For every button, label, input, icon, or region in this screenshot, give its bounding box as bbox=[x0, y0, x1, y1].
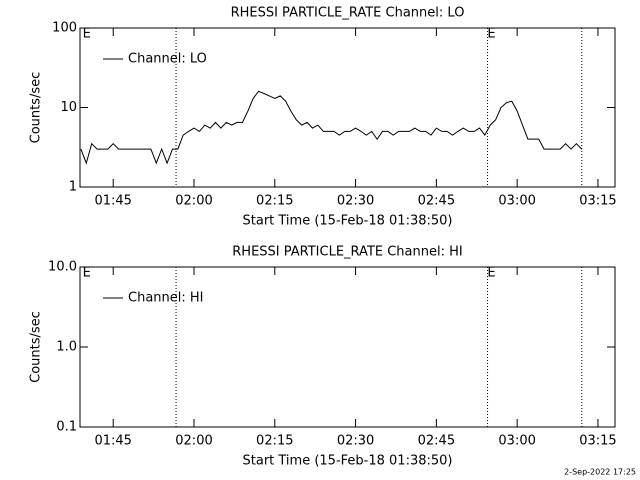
annotation: E bbox=[487, 266, 495, 281]
x-tick-label: 02:15 bbox=[256, 434, 293, 449]
x-tick-label: 03:00 bbox=[498, 434, 535, 449]
x-tick-label: 02:00 bbox=[175, 434, 212, 449]
x-tick-label: 02:45 bbox=[418, 434, 455, 449]
y-axis-label: Counts/sec bbox=[29, 311, 44, 383]
data-line bbox=[80, 90, 583, 165]
annotation: E bbox=[487, 27, 495, 42]
annotation: E bbox=[83, 27, 91, 42]
y-tick-label: 10 bbox=[60, 100, 77, 115]
x-tick-label: 02:00 bbox=[175, 194, 212, 209]
x-tick-label: 02:30 bbox=[337, 194, 374, 209]
x-tick-label: 03:00 bbox=[498, 194, 535, 209]
y-tick-label: 1 bbox=[69, 180, 77, 195]
x-tick-label: 03:15 bbox=[579, 194, 616, 209]
x-tick-label: 02:45 bbox=[418, 194, 455, 209]
y-tick-label: 10.0 bbox=[48, 260, 77, 275]
x-tick-label: 01:45 bbox=[94, 434, 131, 449]
legend-label: Channel: LO bbox=[128, 52, 207, 67]
x-tick-label: 02:30 bbox=[337, 434, 374, 449]
y-axis-label: Counts/sec bbox=[29, 72, 44, 144]
x-tick-label: 02:15 bbox=[256, 194, 293, 209]
y-tick-label: 100 bbox=[52, 21, 77, 36]
x-tick-label: 03:15 bbox=[579, 434, 616, 449]
y-tick-label: 1.0 bbox=[56, 340, 77, 355]
chart-title: RHESSI PARTICLE_RATE Channel: LO bbox=[231, 6, 465, 21]
annotation: E bbox=[83, 266, 91, 281]
y-tick-label: 0.1 bbox=[56, 420, 77, 435]
legend-label: Channel: HI bbox=[128, 291, 204, 306]
x-tick-label: 01:45 bbox=[94, 194, 131, 209]
chart-title: RHESSI PARTICLE_RATE Channel: HI bbox=[232, 245, 462, 260]
x-axis-label: Start Time (15-Feb-18 01:38:50) bbox=[243, 454, 453, 469]
x-axis-label: Start Time (15-Feb-18 01:38:50) bbox=[243, 214, 453, 229]
footer: 2-Sep-2022 17:25 bbox=[564, 468, 636, 477]
